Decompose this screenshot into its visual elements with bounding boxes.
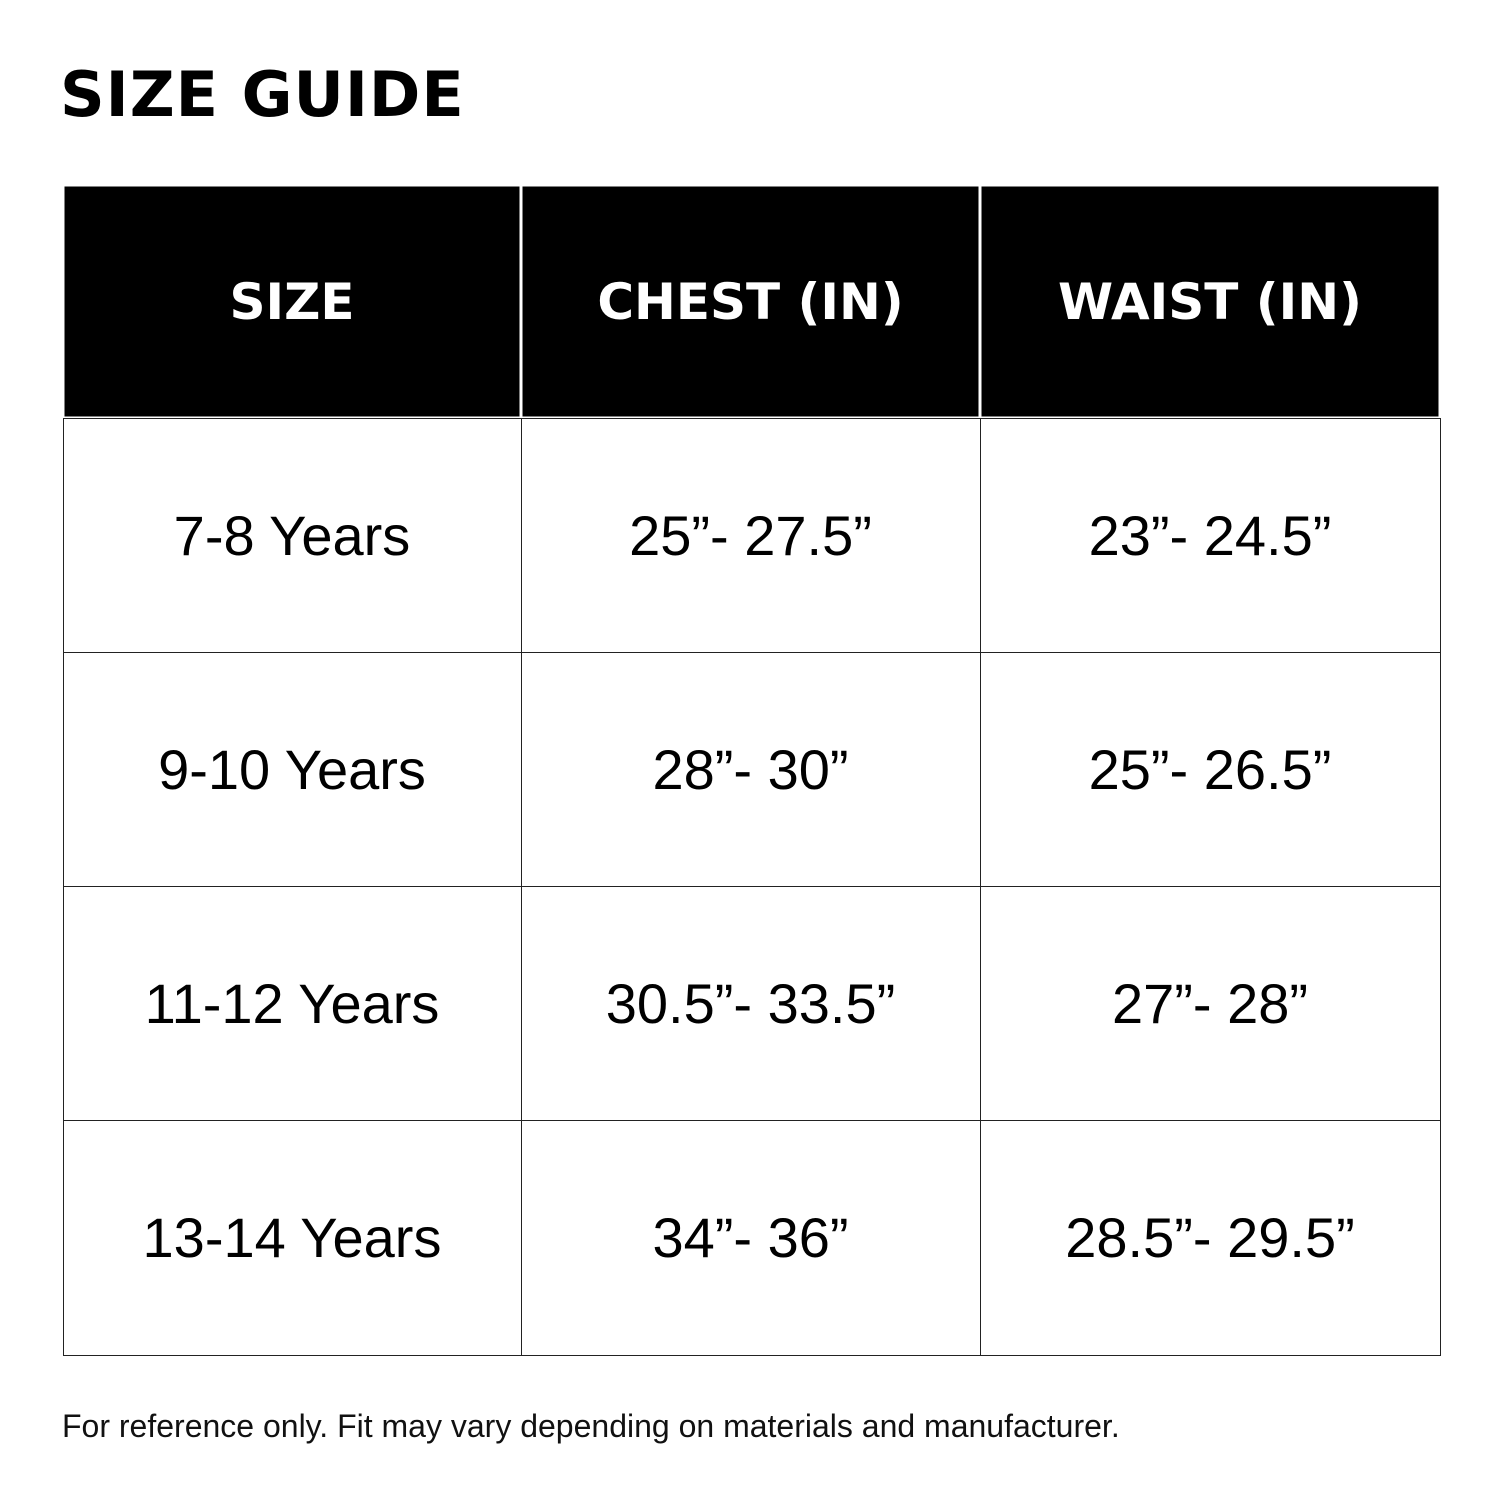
cell-waist: 25”- 26.5” — [979, 651, 1441, 887]
cell-chest: 25”- 27.5” — [520, 417, 981, 653]
page-title: SIZE GUIDE — [60, 58, 465, 131]
header-chest: CHEST (IN) — [521, 185, 980, 418]
cell-waist: 23”- 24.5” — [979, 417, 1441, 653]
cell-waist: 28.5”- 29.5” — [979, 1119, 1441, 1356]
cell-size: 11-12 Years — [62, 885, 522, 1121]
cell-size: 9-10 Years — [62, 651, 522, 887]
disclaimer-note: For reference only. Fit may vary dependi… — [62, 1408, 1120, 1444]
header-waist: WAIST (IN) — [980, 185, 1440, 418]
cell-chest: 34”- 36” — [520, 1119, 981, 1356]
cell-chest: 30.5”- 33.5” — [520, 885, 981, 1121]
size-table: SIZE CHEST (IN) WAIST (IN) 7-8 Years 25”… — [62, 185, 1441, 1356]
cell-size: 7-8 Years — [62, 417, 522, 653]
header-size: SIZE — [63, 185, 521, 418]
cell-chest: 28”- 30” — [520, 651, 981, 887]
cell-waist: 27”- 28” — [979, 885, 1441, 1121]
cell-size: 13-14 Years — [62, 1119, 522, 1356]
